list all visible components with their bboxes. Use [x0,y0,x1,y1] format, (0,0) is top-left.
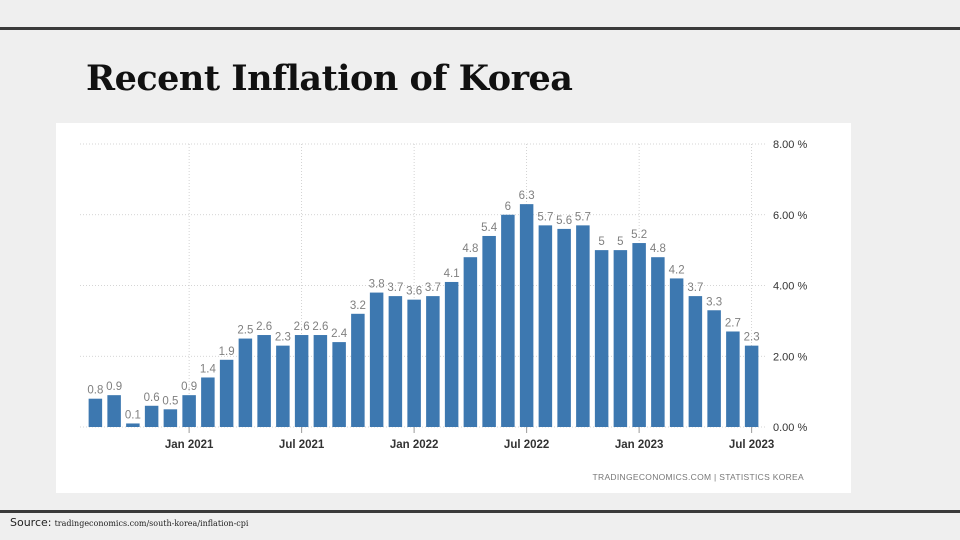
bar [351,313,365,427]
bar [444,281,459,427]
x-tick-label: Jan 2021 [165,439,214,451]
bar [557,228,571,427]
bar [201,377,215,427]
data-label: 5.2 [631,229,647,241]
data-label: 5 [598,236,604,248]
data-label: 0.8 [87,385,103,397]
bar [388,296,403,427]
x-tick-label: Jul 2022 [504,439,549,451]
source-url: tradingeconomics.com/south-korea/inflati… [54,519,249,528]
data-label: 2.5 [237,325,253,337]
chart-card: 0.8 0.9 0.1 0.6 0.5 0.9 1.4 1.9 2.5 2.6 2.3 2.6 2.6 2… [56,123,851,493]
bottom-divider [0,510,960,513]
bar [501,214,515,427]
bar [594,250,609,427]
data-label: 4.8 [462,243,478,255]
chart-data-labels: 0.8 0.90.10.6 0.50.91.41.92.5 2.62.32.6 2.62… [87,190,759,421]
bar [632,243,646,427]
bar [182,395,196,427]
x-tick-label: Jul 2023 [729,439,774,451]
data-label: 3.7 [687,282,703,294]
data-label: 0.5 [162,395,178,407]
bar [219,359,234,427]
y-tick-label: 0.00 % [773,422,807,434]
bar [707,310,721,427]
data-label: 2.3 [744,332,760,344]
source-citation: Source: tradingeconomics.com/south-korea… [10,516,248,529]
bar [276,345,290,427]
data-label: 6.3 [519,190,535,202]
x-tick-label: Jan 2023 [615,439,664,451]
data-label: 4.2 [669,264,685,276]
data-label: 5.4 [481,222,498,234]
data-label: 6 [505,201,511,213]
bar [294,335,309,427]
data-label: 3.8 [369,279,385,291]
top-divider [0,27,960,30]
x-tick-label: Jul 2021 [279,439,325,451]
data-label: 2.3 [275,332,291,344]
data-label: 5 [617,236,623,248]
bar [238,338,253,427]
chart-y-axis: 0.00 % 2.00 % 4.00 % 6.00 % 8.00 % [773,139,807,434]
bar [744,345,759,427]
x-tick-label: Jan 2022 [390,439,439,451]
data-label: 3.3 [706,296,722,308]
data-label: 3.7 [425,282,441,294]
inflation-bar-chart: 0.8 0.90.10.6 0.50.91.41.92.5 2.62.32.6 2.62… [80,139,807,482]
data-label: 3.6 [406,286,422,298]
bar [426,296,440,427]
data-label: 4.8 [650,243,666,255]
slide-title: Recent Inflation of Korea [86,58,573,99]
data-label: 5.7 [575,211,591,223]
bar [519,204,534,427]
bar [313,335,328,427]
bar [257,335,271,427]
chart-x-axis: Jan 2021 Jul 2021 Jan 2022 Jul 2022 Jan 2023… [165,427,774,451]
chart-bars [88,204,759,427]
data-label: 4.1 [444,268,460,280]
bar [651,257,665,427]
data-label: 1.9 [219,346,235,358]
chart-watermark: TRADINGECONOMICS.COM | STATISTICS KOREA [593,472,804,482]
data-label: 2.6 [294,321,310,333]
y-tick-label: 6.00 % [773,210,807,222]
data-label: 0.6 [144,392,160,404]
data-label: 5.7 [537,211,553,223]
data-label: 5.6 [556,215,572,227]
data-label: 3.7 [387,282,403,294]
data-label: 2.4 [331,328,348,340]
data-label: 2.6 [312,321,328,333]
bar [576,225,590,427]
bar [369,292,384,427]
data-label: 2.7 [725,317,741,329]
bar [669,278,684,427]
bar [407,299,421,427]
bar [107,395,121,427]
bar [126,423,140,427]
data-label: 0.1 [125,409,141,421]
source-label: Source: [10,516,52,529]
bar [726,331,740,427]
data-label: 0.9 [106,381,122,393]
bar [463,257,478,427]
bar [482,235,496,427]
y-tick-label: 2.00 % [773,351,807,363]
data-label: 2.6 [256,321,272,333]
bar [144,405,159,427]
bar [613,250,628,427]
bar [163,409,178,427]
bar [332,342,346,427]
bar [88,398,103,427]
bar [538,225,553,427]
bar [688,296,703,427]
y-tick-label: 4.00 % [773,281,807,293]
data-label: 1.4 [200,363,217,375]
data-label: 0.9 [181,381,197,393]
data-label: 3.2 [350,300,366,312]
y-tick-label: 8.00 % [773,139,807,151]
